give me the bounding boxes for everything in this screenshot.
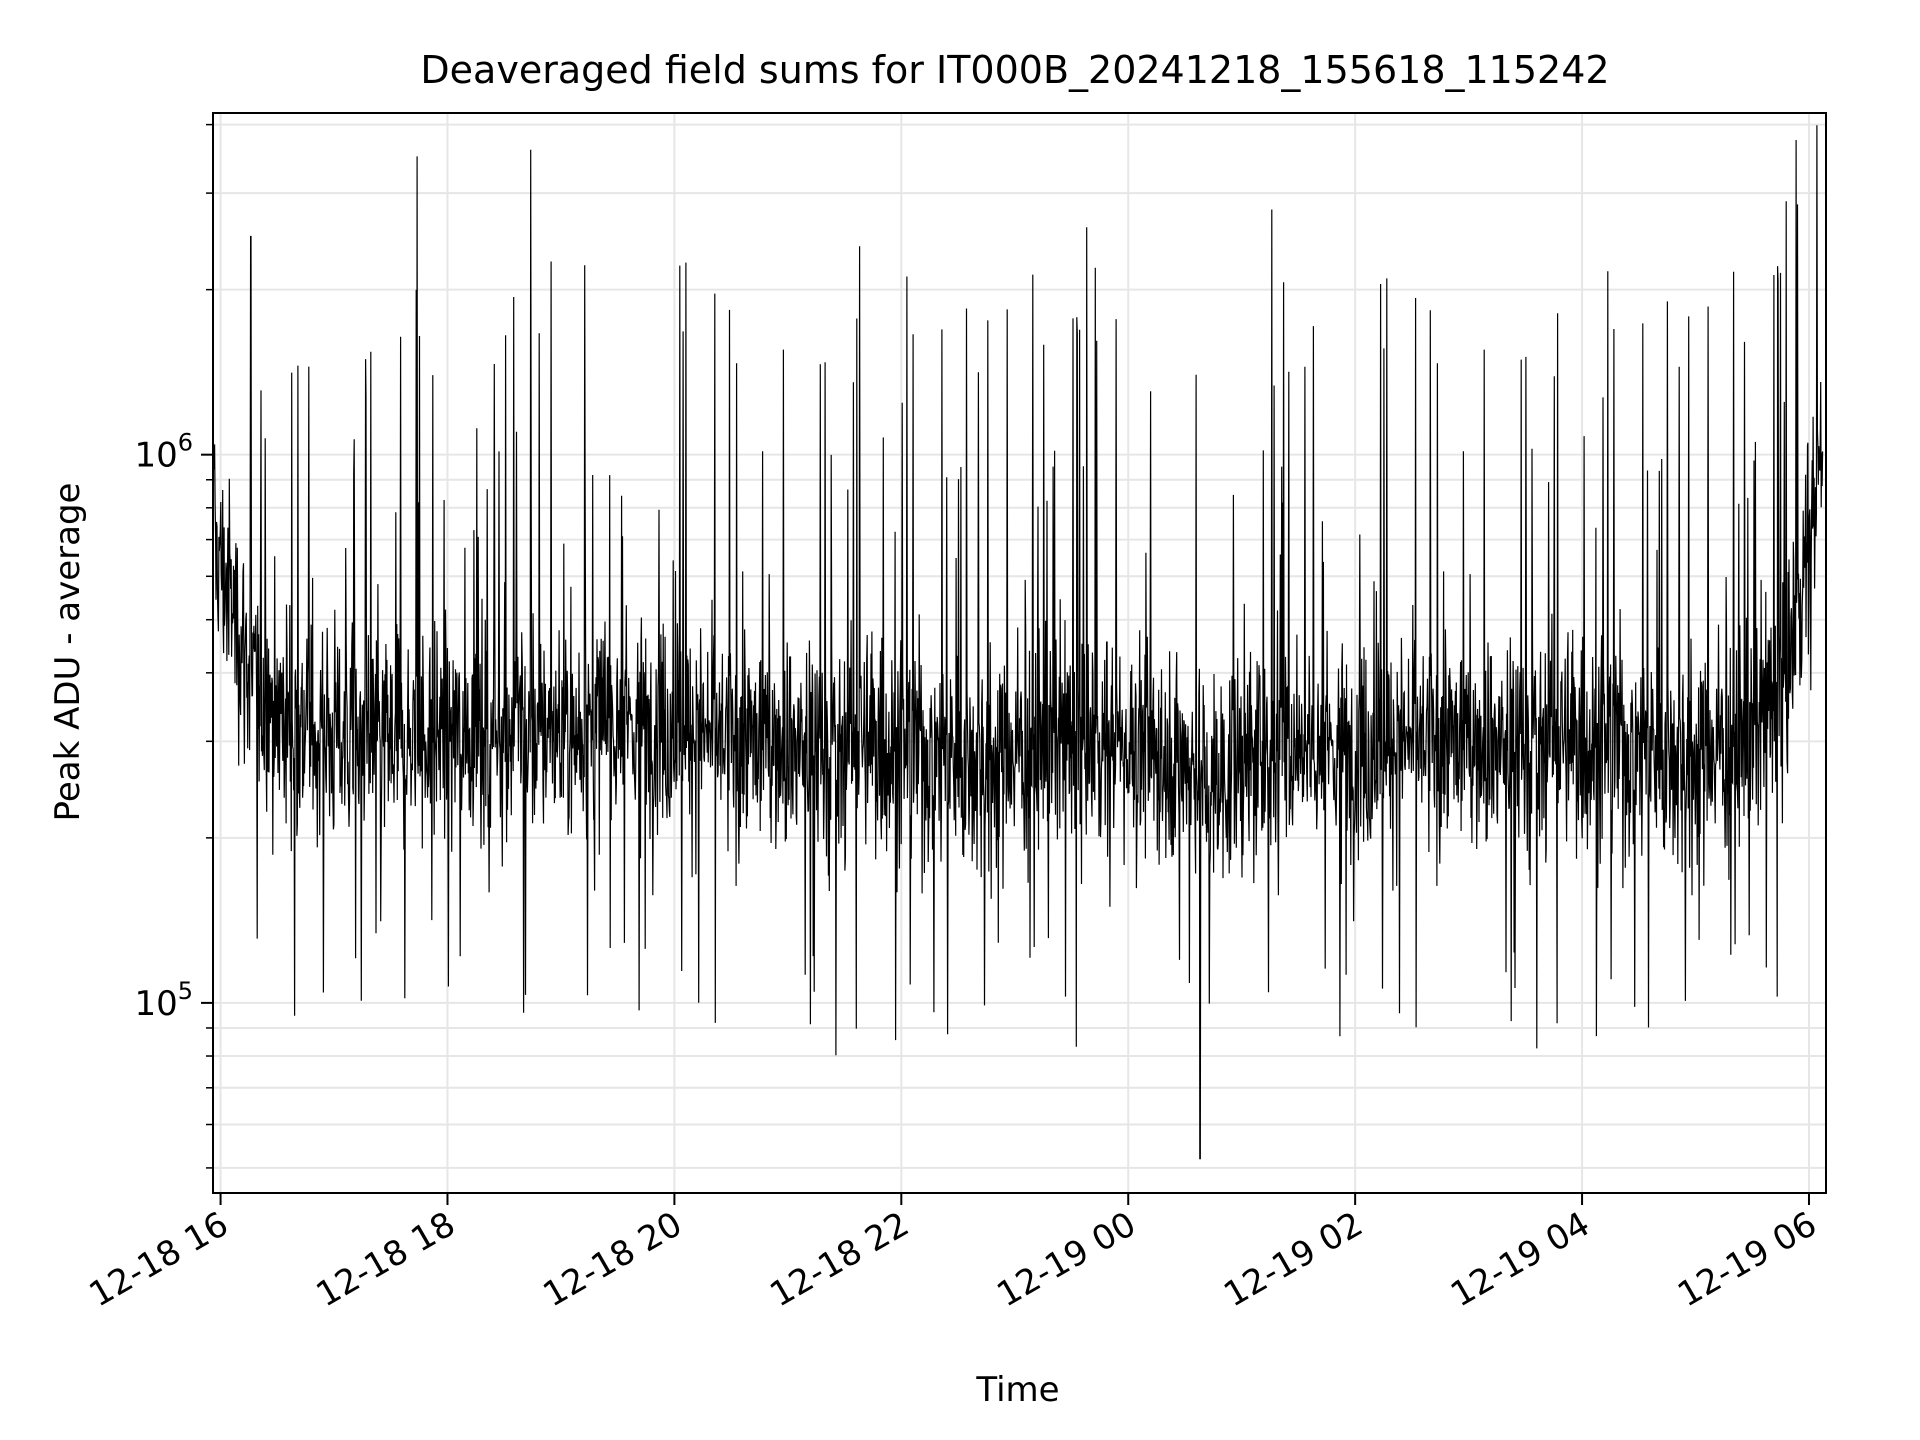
chart-title: Deaveraged field sums for IT000B_2024121… bbox=[420, 48, 1609, 92]
series-trace bbox=[213, 125, 1824, 1160]
y-tick-label: 105 bbox=[134, 977, 193, 1024]
y-tick-exponent: 5 bbox=[178, 977, 193, 1005]
y-tick-label: 106 bbox=[134, 429, 193, 476]
series-line bbox=[213, 125, 1824, 1160]
y-tick-base: 10 bbox=[134, 984, 177, 1024]
y-tick-exponent: 6 bbox=[178, 429, 193, 457]
y-tick-base: 10 bbox=[134, 436, 177, 476]
x-axis-label: Time bbox=[975, 1370, 1059, 1410]
y-axis-label: Peak ADU - average bbox=[48, 483, 88, 822]
plot-area-frame bbox=[212, 112, 1827, 1194]
